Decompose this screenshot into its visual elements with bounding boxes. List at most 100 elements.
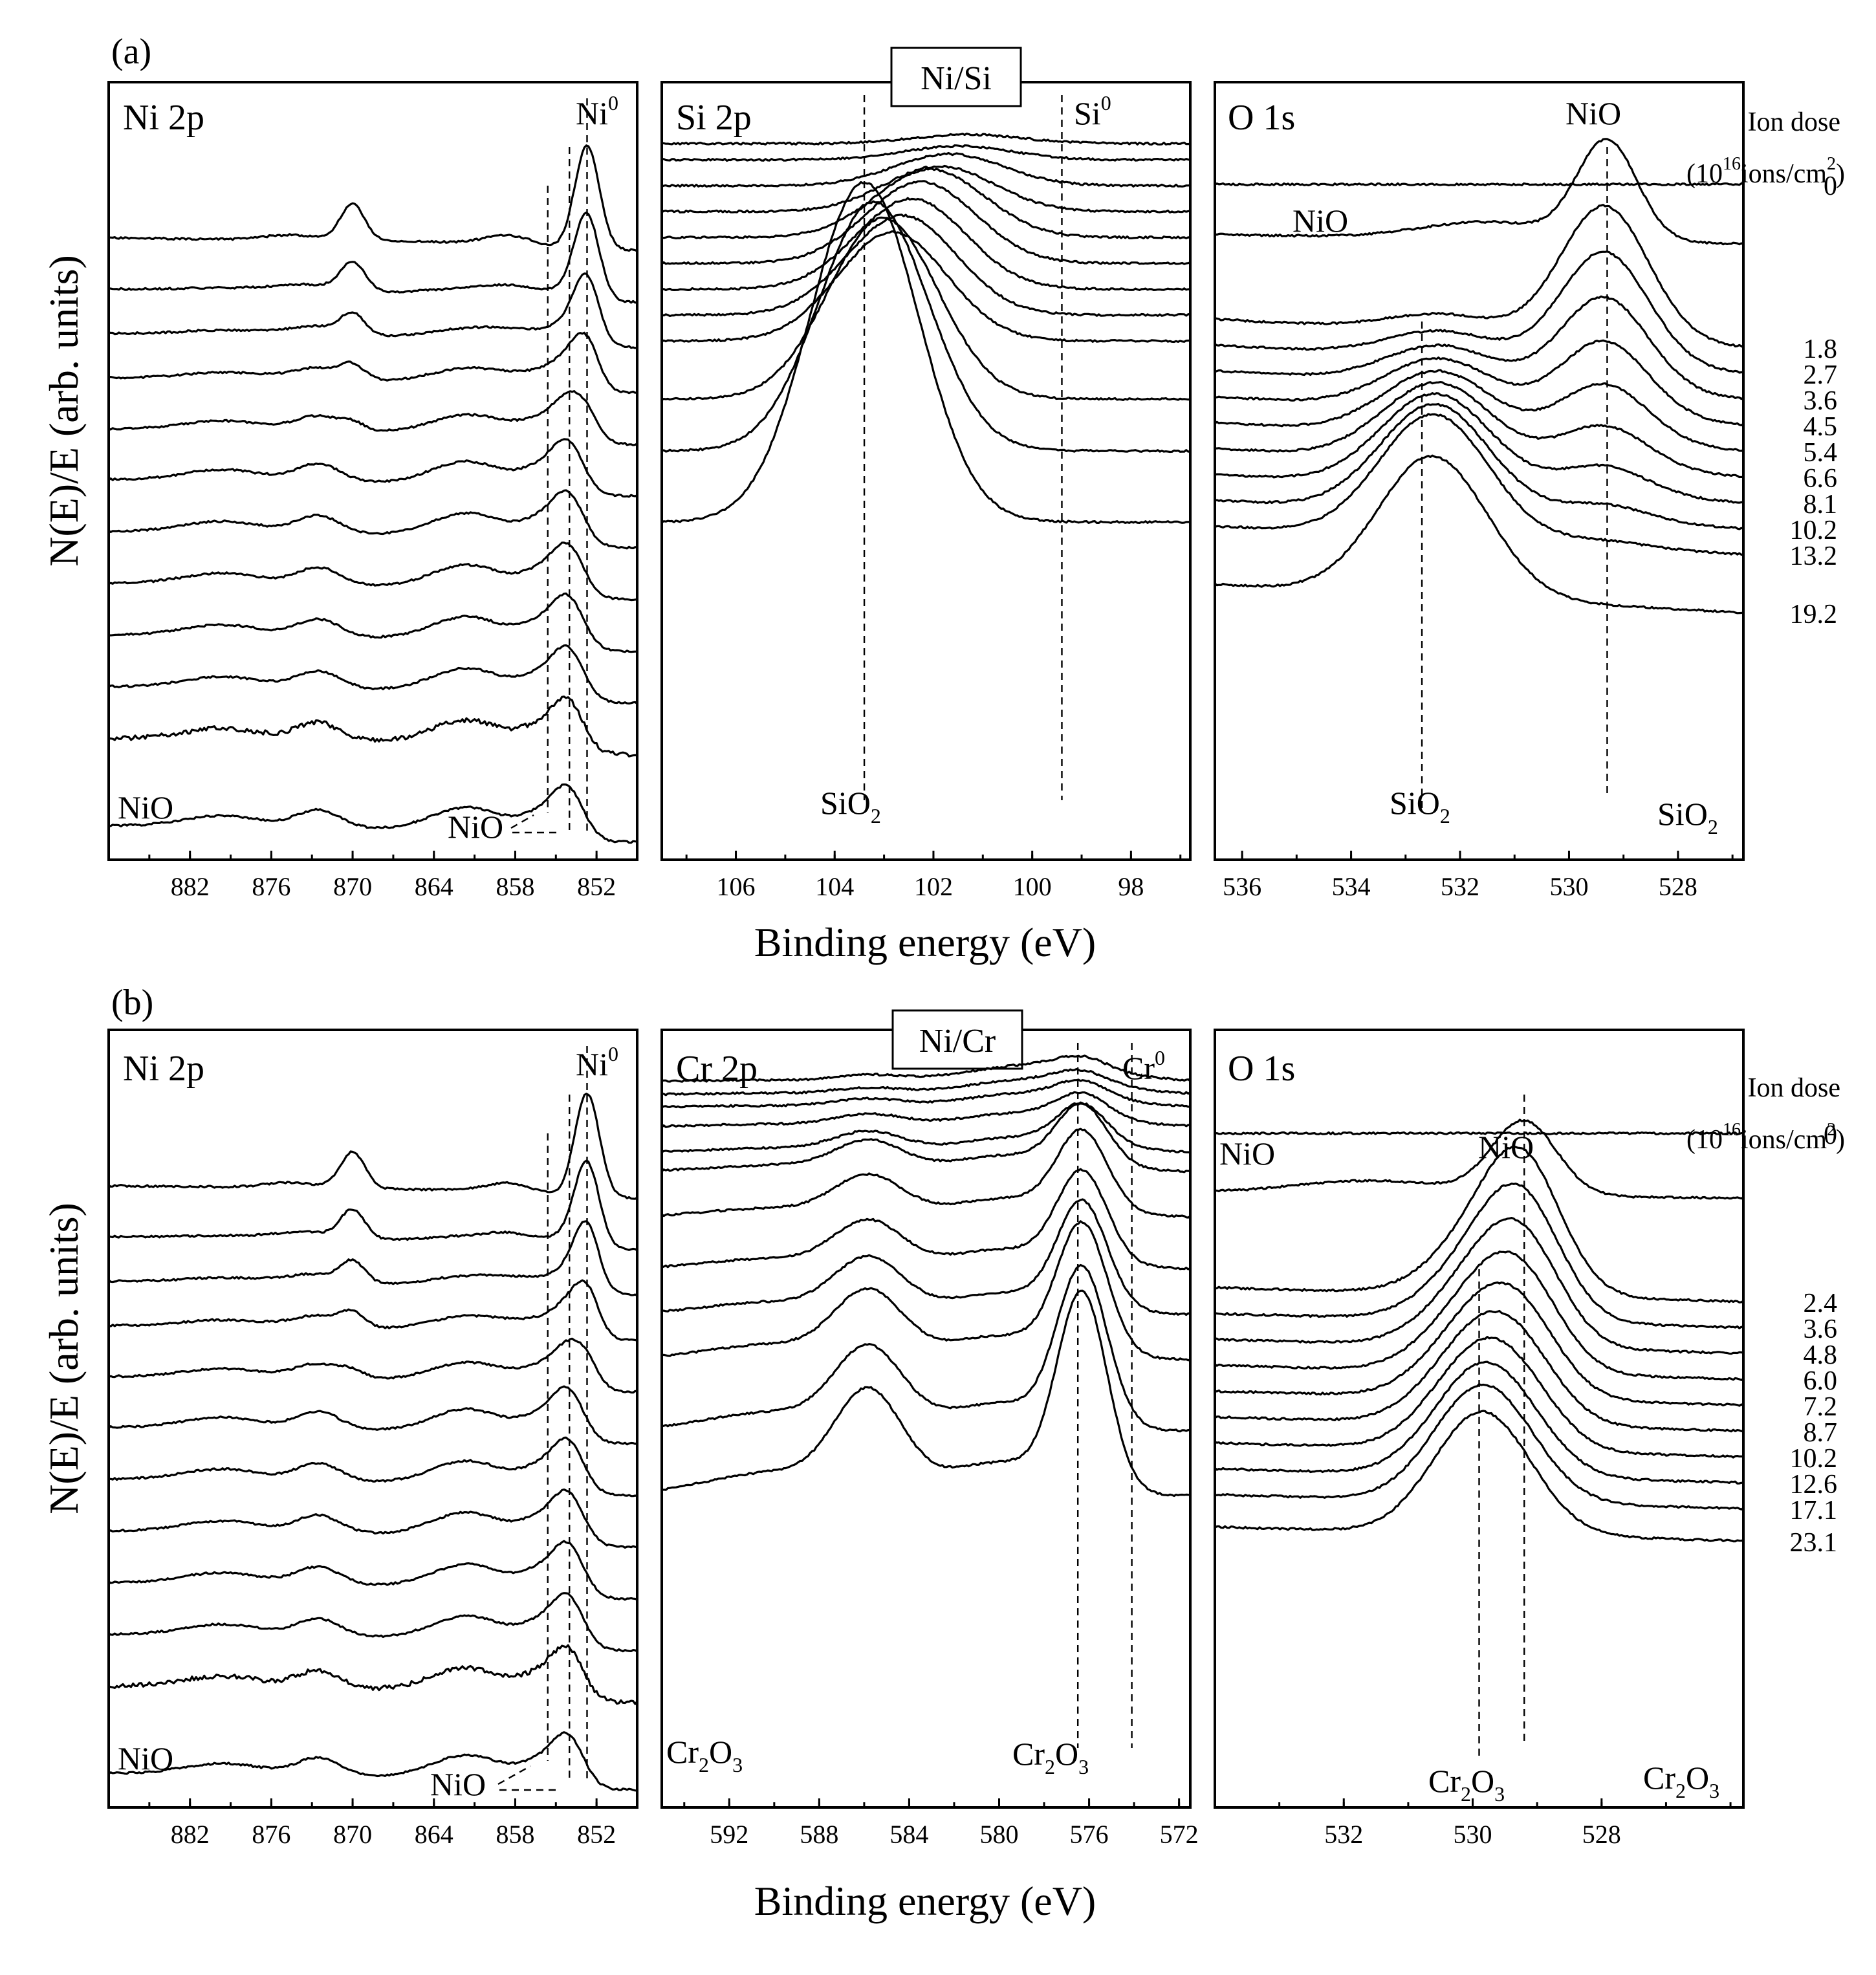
panel-b-ni-spectra [107, 1093, 638, 1792]
curves-b-cr-trace-3 [660, 1091, 1192, 1128]
doses-a-2: 1.8 [1804, 334, 1838, 364]
curves-a-ni-trace-9 [107, 644, 638, 705]
curves-b-o-trace-8 [1214, 1336, 1745, 1459]
y-axis-label-b: N(E)/E (arb. units) [41, 1203, 87, 1514]
panel-a-o-nio-peak-label: NiO [1565, 95, 1621, 131]
panel-a-sio2-label: SiO2 [820, 785, 881, 827]
curves-b-ni-trace-4 [107, 1337, 638, 1394]
curves-b-o-trace-2 [1214, 1144, 1745, 1304]
x-axis-label-a: Binding energy (eV) [754, 919, 1096, 965]
doses-a-7: 6.6 [1804, 464, 1838, 494]
panel-b-o-cr2o3-right-label: Cr2O3 [1643, 1760, 1719, 1802]
curves-b-cr-trace-10 [660, 1263, 1192, 1433]
panel-b-cr-spectra [660, 1054, 1192, 1498]
panel-a-o-spectra [1214, 138, 1745, 615]
curves-a-ni-trace-4 [107, 390, 638, 446]
panel-b-o-title: O 1s [1228, 1049, 1295, 1089]
curves-b-ni-trace-9 [107, 1592, 638, 1653]
panel-a-system-box [890, 47, 1022, 107]
panel-a-reference-lines [547, 95, 1608, 833]
doses-b-4: 4.8 [1804, 1340, 1838, 1370]
ticks-a-tick-label-1-2: 102 [914, 872, 953, 901]
curves-a-ni-trace-2 [107, 272, 638, 349]
curves-a-ni-trace-0 [107, 144, 638, 252]
doses-b-2: 2.4 [1804, 1289, 1838, 1318]
panel-b-cr2o3-left-label: Cr2O3 [666, 1734, 743, 1776]
curves-a-o-trace-6 [1214, 369, 1745, 452]
ticks-b-tick-label-1-2: 584 [889, 1820, 928, 1849]
ticks-a-tick-label-0-0: 882 [171, 872, 210, 901]
curves-b-ni-trace-6 [107, 1436, 638, 1498]
panel-b-cr2o3-mid-label: Cr2O3 [1012, 1736, 1089, 1778]
curves-a-o-trace-10 [1214, 413, 1745, 556]
ticks-b-tick-label-2-2: 528 [1582, 1820, 1621, 1849]
curves-b-cr-trace-11 [660, 1289, 1192, 1498]
curves-b-o-trace-0 [1214, 1118, 1745, 1200]
curves-b-ni-trace-11 [107, 1731, 638, 1792]
curves-a-ni-trace-6 [107, 489, 638, 550]
ticks-a-tick-label-2-1: 534 [1332, 872, 1371, 901]
ticks-b-tick-label-0-2: 870 [333, 1820, 372, 1849]
curves-b-o-trace-3 [1214, 1183, 1745, 1329]
curves-b-o-trace-1 [1214, 1131, 1745, 1136]
curves-a-o-trace-0 [1214, 138, 1745, 246]
curves-b-cr-trace-8 [660, 1198, 1192, 1316]
panel-a-ni0-label: Ni0 [576, 91, 618, 131]
panel-b-ni-frame [107, 1029, 638, 1809]
panel-a-o-sio2-mid-label: SiO2 [1390, 785, 1450, 827]
curves-b-o-trace-4 [1214, 1217, 1745, 1355]
curves-a-o-trace-9 [1214, 402, 1745, 530]
curves-b-o-trace-9 [1214, 1360, 1745, 1485]
curves-b-o-trace-7 [1214, 1309, 1745, 1433]
panel-a-si-spectra [660, 133, 1192, 524]
ticks-b-tick-label-0-1: 876 [252, 1820, 290, 1849]
ticks-a-tick-label-2-3: 530 [1549, 872, 1588, 901]
doses-a-8: 8.1 [1804, 490, 1838, 519]
curves-b-ni-trace-1 [107, 1159, 638, 1252]
curves-a-si-trace-10 [660, 200, 1192, 453]
ticks-a-tick-label-1-3: 100 [1013, 872, 1052, 901]
ticks-b-tick-label-2-1: 530 [1454, 1820, 1492, 1849]
doses-a-5: 4.5 [1804, 412, 1838, 442]
ticks-a-tick-label-2-4: 528 [1659, 872, 1697, 901]
curves-a-si-trace-4 [660, 168, 1192, 239]
panel-b-system-box [891, 1009, 1023, 1070]
doses-a-0: 0 [1824, 171, 1837, 201]
panel-b-dose-unit: (1016ions/cm2) [1686, 1120, 1845, 1155]
curves-a-ni-trace-1 [107, 212, 638, 304]
doses-b-5: 6.0 [1804, 1366, 1838, 1396]
panel-a-o-sio2-right-label: SiO2 [1657, 796, 1718, 838]
curves-a-ni-trace-10 [107, 695, 638, 758]
ticks-a-tick-label-0-5: 852 [577, 872, 616, 901]
panel-b-nio-right-label: NiO [430, 1766, 486, 1802]
ticks-a-tick-label-2-2: 532 [1441, 872, 1479, 901]
curves-a-o-trace-2 [1214, 204, 1745, 349]
curves-b-cr-trace-0 [660, 1054, 1192, 1083]
panel-a-o-frame [1214, 81, 1745, 861]
doses-a-9: 10.2 [1790, 516, 1838, 545]
panel-a-o-nio-left-label: NiO [1292, 202, 1348, 239]
ticks-b-tick-label-2-0: 532 [1324, 1820, 1363, 1849]
doses-a-3: 2.7 [1804, 360, 1838, 390]
panel-b: (b) Ni/Cr Ni 2p Cr 2p O 1s 882 876 870 864 8… [107, 983, 1845, 1849]
ticks-b-tick-label-1-3: 580 [979, 1820, 1018, 1849]
panel-a-ni-spectra [107, 144, 638, 844]
ticks-a-tick-label-0-3: 864 [415, 872, 453, 901]
curves-a-ni-trace-11 [107, 783, 638, 844]
panel-b-o-nio-peak-label: NiO [1478, 1129, 1534, 1165]
ticks-b-tick-label-1-1: 588 [800, 1820, 838, 1849]
curves-a-si-trace-3 [660, 164, 1192, 213]
curves-b-ni-trace-5 [107, 1385, 638, 1446]
ticks-b-tick-label-0-4: 858 [496, 1820, 534, 1849]
panel-b-nio-leader [497, 1765, 556, 1791]
panel-a-system-label: Ni/Si [921, 60, 992, 97]
doses-a-6: 5.4 [1804, 438, 1838, 468]
curves-b-ni-trace-10 [107, 1644, 638, 1705]
panel-a-ticks: 882 876 870 864 858 852 106 104 102 100 98 536 534 53… [107, 851, 1734, 901]
curves-a-o-trace-11 [1214, 454, 1745, 615]
panel-b-ni-title: Ni 2p [123, 1049, 204, 1089]
curves-b-ni-trace-3 [107, 1279, 638, 1342]
doses-a-4: 3.6 [1804, 386, 1838, 416]
ticks-a-tick-label-2-0: 536 [1223, 872, 1261, 901]
